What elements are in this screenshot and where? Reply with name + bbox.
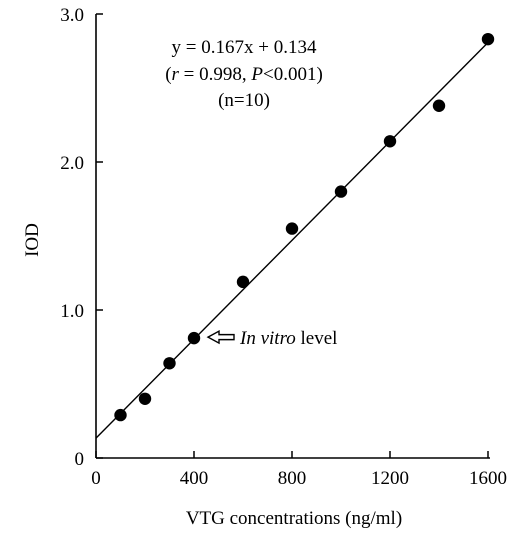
data-point: [285, 222, 299, 235]
y-tick-label: 3.0: [60, 5, 84, 26]
annotation-label: In vitro level: [239, 328, 337, 349]
data-point: [383, 135, 397, 148]
plot-area: [95, 32, 495, 439]
annotation-plain-text: level: [296, 328, 338, 349]
x-axis-title: VTG concentrations (ng/ml): [186, 508, 402, 529]
data-point: [432, 99, 446, 112]
y-axis-title: IOD: [22, 223, 43, 257]
data-point: [236, 275, 250, 289]
x-tick-label: 1600: [469, 468, 507, 489]
regression-equation: y = 0.167x + 0.134 (r = 0.998, P<0.001) …: [165, 37, 323, 111]
data-point: [334, 185, 348, 198]
equation-r-value: = 0.998,: [179, 64, 251, 85]
in-vitro-annotation: In vitro level: [206, 328, 337, 349]
annotation-arrow-icon: [206, 329, 235, 345]
x-tick-label: 800: [278, 468, 307, 489]
annotation-italic-text: In vitro: [239, 328, 296, 349]
y-tick-label: 1.0: [60, 301, 84, 322]
equation-p-symbol: P: [250, 64, 263, 85]
ticks: 0 400 800 1200 1600 0 1.0 2.0 3.0: [60, 5, 507, 489]
equation-line-1: y = 0.167x + 0.134: [172, 37, 317, 58]
equation-r-symbol: r: [172, 64, 180, 85]
data-point: [187, 331, 201, 345]
data-point: [114, 408, 127, 422]
x-tick-label: 1200: [371, 468, 409, 489]
equation-line-2: (r = 0.998, P<0.001): [165, 64, 323, 85]
data-point: [138, 392, 152, 405]
data-point: [481, 32, 495, 46]
y-tick-label: 0: [75, 449, 85, 470]
equation-line-3: (n=10): [218, 90, 270, 111]
x-tick-label: 400: [180, 468, 209, 489]
axes: [95, 14, 490, 459]
data-point: [163, 357, 176, 370]
equation-p-value: <0.001): [263, 64, 323, 85]
equation-open-paren: (: [165, 64, 171, 85]
regression-line: [95, 41, 489, 439]
y-tick-label: 2.0: [60, 153, 84, 174]
x-tick-label: 0: [91, 468, 101, 489]
